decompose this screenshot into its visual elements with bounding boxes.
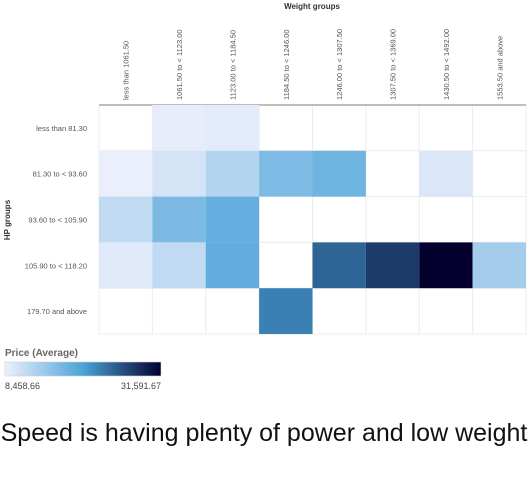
heatmap-cell — [205, 105, 260, 151]
legend-gradient-bar — [4, 361, 162, 377]
chart-caption: Speed is having plenty of power and low … — [0, 419, 528, 447]
x-tick-label: less than 1061.50 — [122, 41, 131, 100]
heatmap-cell — [205, 150, 260, 197]
heatmap-cell — [205, 242, 260, 289]
x-axis-title: Weight groups — [284, 2, 340, 11]
legend-title: Price (Average) — [5, 348, 78, 359]
heatmap-cell — [312, 242, 366, 289]
heatmap-cell — [152, 196, 206, 243]
heatmap-cells — [99, 105, 526, 334]
y-tick-label: 93.60 to < 105.90 — [28, 216, 87, 225]
x-tick-label: 1307.50 to < 1369.00 — [389, 29, 398, 100]
heatmap-cell — [259, 150, 313, 197]
y-tick-label: 81.30 to < 93.60 — [33, 170, 87, 179]
color-legend: Price (Average) 8,458.66 31,591.67 — [4, 348, 162, 391]
x-tick-label: 1184.50 to < 1246.00 — [282, 29, 291, 100]
heatmap-cell — [152, 242, 206, 289]
heatmap-cell — [99, 196, 153, 243]
heatmap-cell — [312, 150, 366, 197]
heatmap-cell — [205, 196, 260, 243]
heatmap-chart: Weight groups HP groups less than 1061.5… — [3, 2, 527, 391]
heatmap-cell — [365, 242, 420, 289]
heatmap-cell — [152, 105, 206, 151]
legend-max-label: 31,591.67 — [121, 381, 161, 391]
y-tick-label: less than 81.30 — [36, 124, 87, 133]
heatmap-cell — [152, 150, 206, 197]
y-axis-title: HP groups — [3, 199, 12, 240]
legend-min-label: 8,458.66 — [5, 381, 40, 391]
y-tick-labels: less than 81.30 81.30 to < 93.60 93.60 to … — [25, 124, 87, 316]
x-tick-label: 1061.50 to < 1123.00 — [175, 29, 184, 100]
heatmap-cell — [99, 242, 153, 289]
x-tick-label: 1553.50 and above — [495, 36, 504, 100]
heatmap-cell — [419, 242, 473, 289]
heatmap-cell — [99, 150, 153, 197]
heatmap-cell — [472, 242, 526, 289]
x-tick-labels: less than 1061.50 1061.50 to < 1123.00 112… — [122, 29, 505, 100]
heatmap-cell — [259, 288, 313, 334]
y-tick-label: 179.70 and above — [27, 307, 87, 316]
x-tick-label: 1123.00 to < 1184.50 — [228, 30, 237, 100]
x-tick-label: 1246.00 to < 1307.50 — [335, 29, 344, 100]
heatmap-cell — [419, 150, 473, 197]
y-tick-label: 105.90 to < 118.20 — [25, 261, 87, 270]
x-tick-label: 1430.50 to < 1492.00 — [442, 29, 451, 100]
